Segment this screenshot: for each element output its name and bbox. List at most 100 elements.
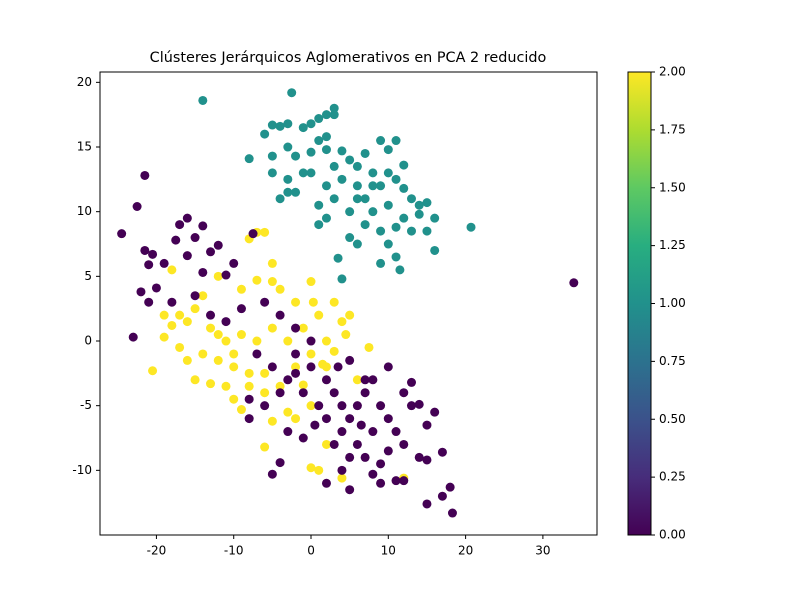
point xyxy=(244,381,254,391)
point xyxy=(383,414,393,424)
colorbar-tick-label: 1.25 xyxy=(659,238,686,252)
point xyxy=(283,142,293,152)
point xyxy=(206,310,216,320)
point xyxy=(252,275,262,285)
point xyxy=(352,439,362,449)
point xyxy=(291,368,301,378)
point xyxy=(321,132,331,142)
point xyxy=(314,401,324,411)
point xyxy=(236,405,246,415)
point xyxy=(236,330,246,340)
y-tick-label: 0 xyxy=(84,334,92,348)
point xyxy=(213,330,223,340)
point xyxy=(345,452,355,462)
point xyxy=(244,414,254,424)
point xyxy=(144,297,154,307)
point xyxy=(144,260,154,270)
point xyxy=(198,221,208,231)
point xyxy=(213,240,223,250)
point xyxy=(140,170,150,180)
point xyxy=(341,330,351,340)
point xyxy=(314,136,324,146)
point xyxy=(329,297,339,307)
point xyxy=(406,377,416,387)
point xyxy=(213,355,223,365)
point xyxy=(352,401,362,411)
point xyxy=(391,222,401,232)
colorbar-tick-label: 0.00 xyxy=(659,528,686,542)
x-tick-label: 10 xyxy=(381,544,396,558)
point xyxy=(260,129,270,139)
point xyxy=(136,287,146,297)
point xyxy=(314,114,324,124)
point xyxy=(337,174,347,184)
point xyxy=(275,310,285,320)
chart-title: Clústeres Jerárquicos Aglomerativos en P… xyxy=(150,50,547,66)
point xyxy=(368,427,378,437)
point xyxy=(159,310,169,320)
point xyxy=(206,379,216,389)
point xyxy=(333,253,343,263)
colorbar-tick-label: 2.00 xyxy=(659,65,686,79)
point xyxy=(360,220,370,230)
point xyxy=(291,323,301,333)
point xyxy=(391,252,401,262)
point xyxy=(291,349,301,359)
point xyxy=(422,420,432,430)
point xyxy=(422,499,432,509)
y-tick-label: 10 xyxy=(77,204,92,218)
point xyxy=(221,336,231,346)
point xyxy=(314,465,324,475)
point xyxy=(291,362,301,372)
point xyxy=(148,366,158,376)
point xyxy=(159,258,169,268)
point xyxy=(360,148,370,158)
point xyxy=(244,154,254,164)
point xyxy=(221,270,231,280)
point xyxy=(229,349,239,359)
point xyxy=(383,145,393,155)
point xyxy=(321,145,331,155)
point xyxy=(376,181,386,191)
point xyxy=(314,220,324,230)
point xyxy=(267,362,277,372)
x-tick-label: -20 xyxy=(147,544,167,558)
x-tick-label: -10 xyxy=(224,544,244,558)
point xyxy=(306,277,316,287)
point xyxy=(267,277,277,287)
point xyxy=(283,336,293,346)
point xyxy=(229,362,239,372)
point xyxy=(275,381,285,391)
point xyxy=(283,427,293,437)
point xyxy=(167,265,177,275)
y-tick-label: 5 xyxy=(84,269,92,283)
point xyxy=(430,213,440,223)
point xyxy=(298,323,308,333)
point xyxy=(391,427,401,437)
point xyxy=(159,332,169,342)
point xyxy=(248,229,258,239)
point xyxy=(236,284,246,294)
point xyxy=(337,317,347,327)
point xyxy=(430,407,440,417)
point xyxy=(376,136,386,146)
point xyxy=(399,213,409,223)
point xyxy=(329,346,339,356)
point xyxy=(376,258,386,268)
point xyxy=(345,414,355,424)
point xyxy=(314,200,324,210)
point xyxy=(376,226,386,236)
point xyxy=(298,168,308,178)
point xyxy=(329,110,339,120)
point xyxy=(298,123,308,133)
y-tick-label: -5 xyxy=(80,398,92,412)
point xyxy=(182,355,192,365)
point xyxy=(399,476,409,486)
point xyxy=(321,439,331,449)
point xyxy=(352,194,362,204)
point xyxy=(267,258,277,268)
point xyxy=(244,368,254,378)
point xyxy=(368,207,378,217)
point xyxy=(406,401,416,411)
y-tick-label: 20 xyxy=(77,75,92,89)
